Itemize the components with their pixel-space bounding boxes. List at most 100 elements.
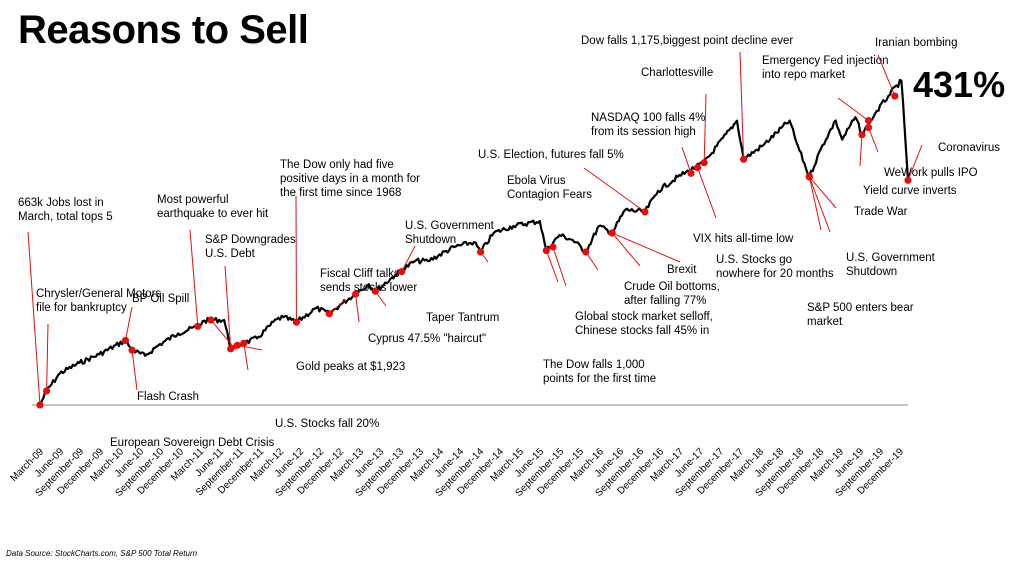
annotation-leader-line (859, 134, 863, 167)
annotation-label-line: Emergency Fed injection (762, 55, 889, 67)
annotation-label-line: Flash Crash (137, 391, 199, 403)
annotation-label: S&P 500 enters bear market (807, 302, 914, 328)
annotation-leader-line (703, 93, 707, 163)
annotation-label: Iranian bombing (875, 37, 957, 49)
annotation-label: The Dow only had five positive days in a … (280, 159, 420, 199)
annotation-label-line: sends stocks lower (320, 282, 417, 294)
event-marker (42, 387, 51, 395)
annotation-label-line: Chrysler/General Motors (36, 288, 162, 300)
annotation-label-line: 663k Jobs lost in (18, 197, 104, 209)
event-annotation: WeWork pulls IPO (864, 124, 978, 179)
annotation-label-line: Taper Tantrum (426, 312, 499, 324)
event-marker (864, 124, 873, 132)
event-marker (904, 176, 912, 184)
annotation-label-line: WeWork pulls IPO (884, 167, 978, 179)
annotation-label: European Sovereign Debt Crisis (110, 437, 275, 449)
annotation-label: Yield curve inverts (863, 185, 957, 197)
annotation-label: Flash Crash (137, 391, 199, 403)
chart-title: Reasons to Sell (18, 8, 309, 52)
event-marker (352, 290, 360, 298)
annotation-label-line: into repo market (762, 69, 846, 81)
annotation-label-line: positive days in a month for (280, 173, 420, 185)
event-marker (476, 248, 485, 256)
annotation-leader-line (611, 232, 681, 263)
annotation-label: S&P Downgrades U.S. Debt (205, 234, 296, 260)
annotation-label-line: the first time since 1968 (280, 187, 401, 199)
annotation-label: WeWork pulls IPO (884, 167, 978, 179)
annotation-leader-line (189, 229, 199, 327)
annotation-label: Chrysler/General Motors file for bankrupt… (36, 288, 162, 314)
annotation-label-line: Coronavirus (938, 142, 1000, 154)
annotation-label: Ebola Virus Contagion Fears (507, 175, 592, 201)
event-marker (805, 173, 813, 181)
annotation-label-line: points for the first time (543, 373, 656, 385)
event-annotation: Emergency Fed injection into repo market (762, 55, 889, 125)
annotation-label-line: S&P 500 enters bear (807, 302, 914, 314)
event-marker (371, 287, 379, 295)
annotation-leader-line (907, 144, 923, 181)
annotation-label-line: Trade War (854, 206, 908, 218)
annotation-label: U.S. Government Shutdown (405, 220, 495, 246)
annotation-label: Most powerful earthquake to ever hit (157, 194, 269, 220)
annotation-leader-line (224, 265, 232, 349)
event-annotation: BP Oil Spill (121, 293, 189, 344)
event-marker (549, 243, 557, 251)
annotation-label-line: S&P Downgrades (205, 234, 296, 246)
event-annotation: U.S. Election, futures fall 5% (478, 149, 649, 216)
annotation-leader-line (243, 343, 249, 371)
annotation-leader-line (611, 232, 641, 267)
annotation-leader-line (583, 167, 646, 213)
event-annotation: European Sovereign Debt Crisis (110, 316, 275, 449)
annotation-leader-line (681, 146, 692, 174)
annotation-label-line: March, total tops 5 (18, 211, 113, 223)
event-annotation: NASDAQ 100 falls 4% from its session high (591, 112, 705, 177)
data-source-note: Data Source: StockCharts.com, S&P 500 To… (6, 549, 198, 558)
event-annotation: Global stock market selloff, Chinese stoc… (549, 243, 713, 337)
event-annotation: Brexit (608, 229, 697, 276)
annotation-leader-line (355, 293, 360, 323)
annotation-label: Cyprus 47.5% "haircut" (368, 333, 486, 345)
event-marker (194, 322, 202, 330)
annotation-label-line: Most powerful (157, 194, 229, 206)
annotation-label: Brexit (667, 264, 697, 276)
event-marker (864, 117, 873, 125)
event-annotation: U.S. Stocks fall 20% (240, 339, 379, 430)
annotation-label-line: U.S. Election, futures fall 5% (478, 149, 624, 161)
annotation-label-line: VIX hits all-time low (693, 233, 794, 245)
annotation-label-line: NASDAQ 100 falls 4% (591, 112, 705, 124)
annotation-leader-line (46, 323, 49, 391)
annotation-leader-line (808, 176, 822, 231)
event-marker (582, 248, 590, 256)
annotation-label: Global stock market selloff, Chinese stoc… (575, 311, 713, 337)
annotation-label: BP Oil Spill (132, 293, 189, 305)
annotation-leader-line (739, 51, 745, 160)
event-annotation: Ebola Virus Contagion Fears (476, 175, 592, 263)
event-marker (233, 341, 241, 349)
event-annotation: Fiscal Cliff talks sends stocks lower (320, 268, 417, 318)
annotation-leader-line (808, 176, 837, 209)
event-marker (700, 159, 708, 167)
annotation-label-line: Contagion Fears (507, 189, 592, 201)
sp500-total-return-line (38, 79, 910, 406)
event-annotation: Yield curve inverts (858, 131, 957, 197)
event-marker (687, 169, 695, 177)
annotation-label-line: U.S. Government (846, 252, 936, 264)
annotation-leader-line (210, 319, 237, 351)
annotation-label: U.S. Election, futures fall 5% (478, 149, 624, 161)
event-annotation: Crude Oil bottoms, after falling 77% (582, 248, 720, 307)
annotation-label-line: Yield curve inverts (863, 185, 957, 197)
annotation-label: Charlottesville (641, 67, 713, 79)
event-annotation: Dow falls 1,175,biggest point decline ev… (581, 35, 793, 163)
annotation-leader-line (585, 251, 599, 271)
annotation-label: Crude Oil bottoms, after falling 77% (624, 281, 720, 307)
annotation-label-line: market (807, 316, 843, 328)
event-marker (740, 155, 748, 163)
annotation-label-line: Gold peaks at $1,923 (296, 361, 405, 373)
annotation-label-line: Ebola Virus (507, 175, 566, 187)
event-annotation: Taper Tantrum (371, 287, 499, 324)
annotation-label-line: Global stock market selloff, (575, 311, 713, 323)
annotation-label-line: Cyprus 47.5% "haircut" (368, 333, 486, 345)
annotation-leader-line (877, 54, 896, 97)
annotation-label-line: BP Oil Spill (132, 293, 189, 305)
annotation-label: U.S. Stocks fall 20% (275, 418, 379, 430)
